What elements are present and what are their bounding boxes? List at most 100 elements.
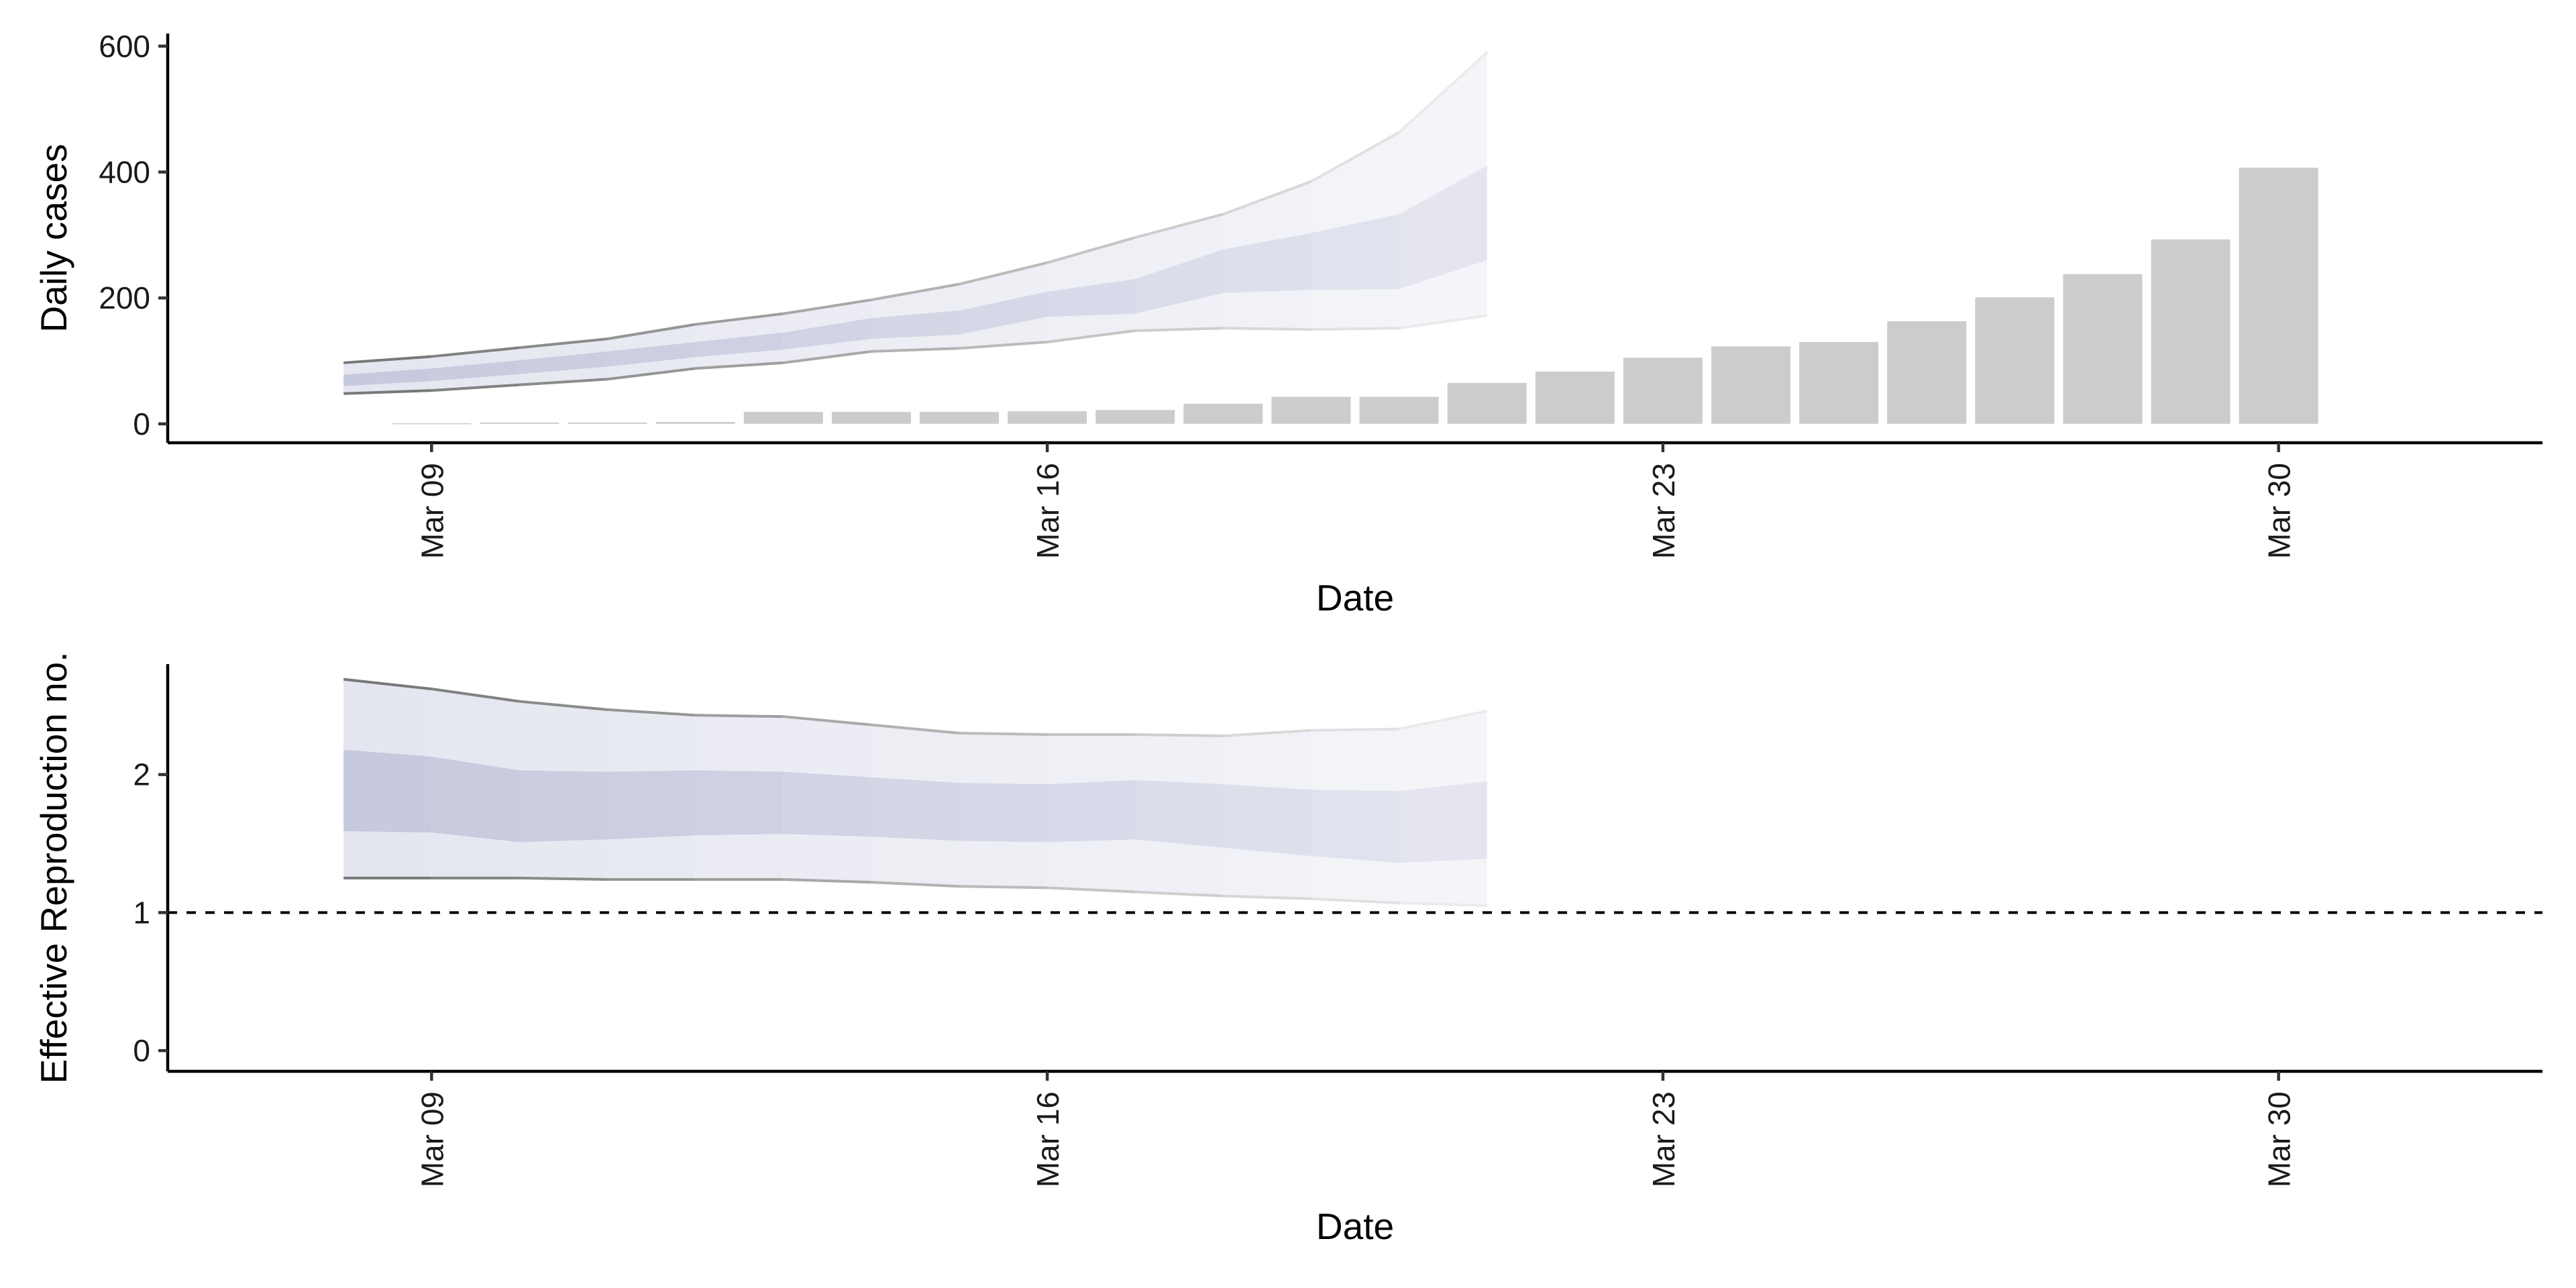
- credible-interval-50-band: [1399, 781, 1487, 863]
- credible-interval-50-band: [1311, 790, 1399, 863]
- credible-interval-50-band: [519, 351, 608, 374]
- upper-bound-line: [783, 298, 872, 315]
- credible-interval-50-band: [959, 782, 1048, 843]
- lower-bound-line: [1399, 901, 1487, 908]
- upper-bound-line: [431, 346, 520, 358]
- case-bar: [1183, 403, 1263, 424]
- credible-interval-90-band: [1311, 132, 1399, 330]
- x-tick-label: Mar 30: [2262, 1091, 2297, 1187]
- x-tick-label: Mar 30: [2262, 463, 2297, 559]
- case-bar: [1799, 341, 1879, 424]
- upper-bound-line: [1046, 236, 1136, 264]
- case-bar: [1887, 321, 1967, 424]
- lower-bound-line: [431, 383, 520, 392]
- y-tick-label: 0: [133, 407, 150, 441]
- x-axis-title: Date: [1316, 577, 1394, 619]
- upper-bound-line: [1398, 51, 1489, 133]
- lower-bound-line: [783, 350, 872, 364]
- credible-interval-50-band: [1135, 780, 1224, 848]
- case-bar: [655, 422, 735, 424]
- daily-cases-panel: 0 200 400 600 Mar 09 Mar 16 Mar 23 Mar 30 Date Da…: [33, 29, 2542, 619]
- upper-bound-line: [871, 723, 960, 735]
- upper-bound-line: [959, 261, 1048, 286]
- upper-bound-line: [519, 337, 608, 350]
- credible-interval-50-band: [607, 341, 696, 367]
- y-tick-label: 2: [133, 757, 150, 792]
- x-tick-label: Mar 16: [1030, 1091, 1065, 1187]
- upper-bound-line: [1222, 180, 1312, 216]
- case-bar: [1008, 411, 1087, 424]
- credible-interval-50-band: [959, 291, 1048, 335]
- case-bar: [1447, 382, 1527, 424]
- x-axis-title: Date: [1316, 1205, 1394, 1247]
- upper-bound-line: [1134, 213, 1224, 239]
- upper-bound-line: [1135, 733, 1224, 737]
- credible-interval-90-band: [1311, 729, 1399, 903]
- upper-bound-line: [871, 282, 960, 301]
- lower-bound-line: [1223, 894, 1311, 900]
- reproduction-number-panel: 0 1 2 Mar 09 Mar 16 Mar 23 Mar 30 Date Effective…: [33, 651, 2542, 1247]
- upper-bound-line: [431, 688, 520, 703]
- upper-bound-line: [695, 714, 784, 718]
- lower-bound-line: [607, 367, 696, 381]
- upper-bound-line: [959, 731, 1048, 736]
- case-bar: [1359, 396, 1439, 424]
- credible-interval-50-band: [1047, 780, 1136, 843]
- credible-interval-90-band: [1399, 710, 1487, 906]
- upper-bound-line: [1223, 729, 1311, 737]
- x-tick-label: Mar 09: [415, 1091, 449, 1187]
- y-axis-title: Daily cases: [33, 144, 74, 332]
- credible-interval-90-band: [1223, 181, 1311, 330]
- credible-interval-50-band: [783, 771, 871, 837]
- case-bar: [1975, 297, 2055, 424]
- credible-interval-50-band: [695, 332, 784, 358]
- credible-interval-50-band: [1047, 279, 1136, 317]
- credible-interval-50-band: [431, 360, 520, 382]
- x-tick-label: Mar 23: [1646, 463, 1681, 559]
- case-bar: [743, 412, 823, 424]
- lower-bound-line: [959, 885, 1048, 890]
- upper-bound-line: [607, 323, 696, 341]
- lower-bound-line: [1135, 890, 1224, 898]
- upper-bound-line: [1399, 709, 1488, 731]
- credible-interval-90-band: [1135, 734, 1224, 896]
- y-axis-title: Effective Reproduction no.: [33, 651, 74, 1083]
- lower-bound-line: [343, 389, 432, 395]
- lower-bound-line: [1046, 329, 1136, 343]
- case-bar: [1271, 396, 1351, 424]
- credible-interval-50-band: [783, 318, 871, 350]
- lower-bound-line: [1135, 327, 1224, 332]
- y-tick-label: 600: [99, 29, 150, 64]
- y-tick-label: 400: [99, 154, 150, 189]
- case-bar: [2239, 167, 2318, 424]
- case-bar: [1711, 346, 1790, 424]
- credible-interval-50-band: [1223, 784, 1311, 857]
- upper-bound-line: [343, 678, 432, 691]
- case-bar: [920, 412, 999, 424]
- case-bar: [480, 422, 559, 424]
- credible-interval-50-band: [343, 749, 432, 833]
- x-tick-label: Mar 23: [1646, 1091, 1681, 1187]
- case-bar: [392, 423, 472, 425]
- lower-bound-line: [695, 361, 784, 370]
- lower-bound-line: [1311, 327, 1399, 331]
- lower-bound-line: [1047, 886, 1136, 894]
- credible-interval-50-band: [1135, 249, 1224, 314]
- y-tick-label: 1: [133, 895, 150, 930]
- lower-bound-line: [959, 340, 1048, 350]
- y-tick-label: 0: [133, 1033, 150, 1068]
- lower-bound-line: [871, 347, 960, 353]
- y-tick-label: 200: [99, 280, 150, 315]
- case-bar: [831, 412, 911, 424]
- case-bar: [1095, 410, 1175, 424]
- lower-bound-line: [1399, 314, 1487, 330]
- credible-interval-50-band: [871, 310, 959, 339]
- x-tick-label: Mar 16: [1030, 463, 1065, 559]
- credible-interval-90-band: [1223, 730, 1311, 899]
- credible-interval-50-band: [1311, 214, 1399, 290]
- lower-bound-line: [519, 378, 608, 386]
- lower-bound-line: [871, 881, 960, 888]
- upper-bound-line: [1311, 727, 1399, 732]
- upper-bound-line: [519, 700, 608, 711]
